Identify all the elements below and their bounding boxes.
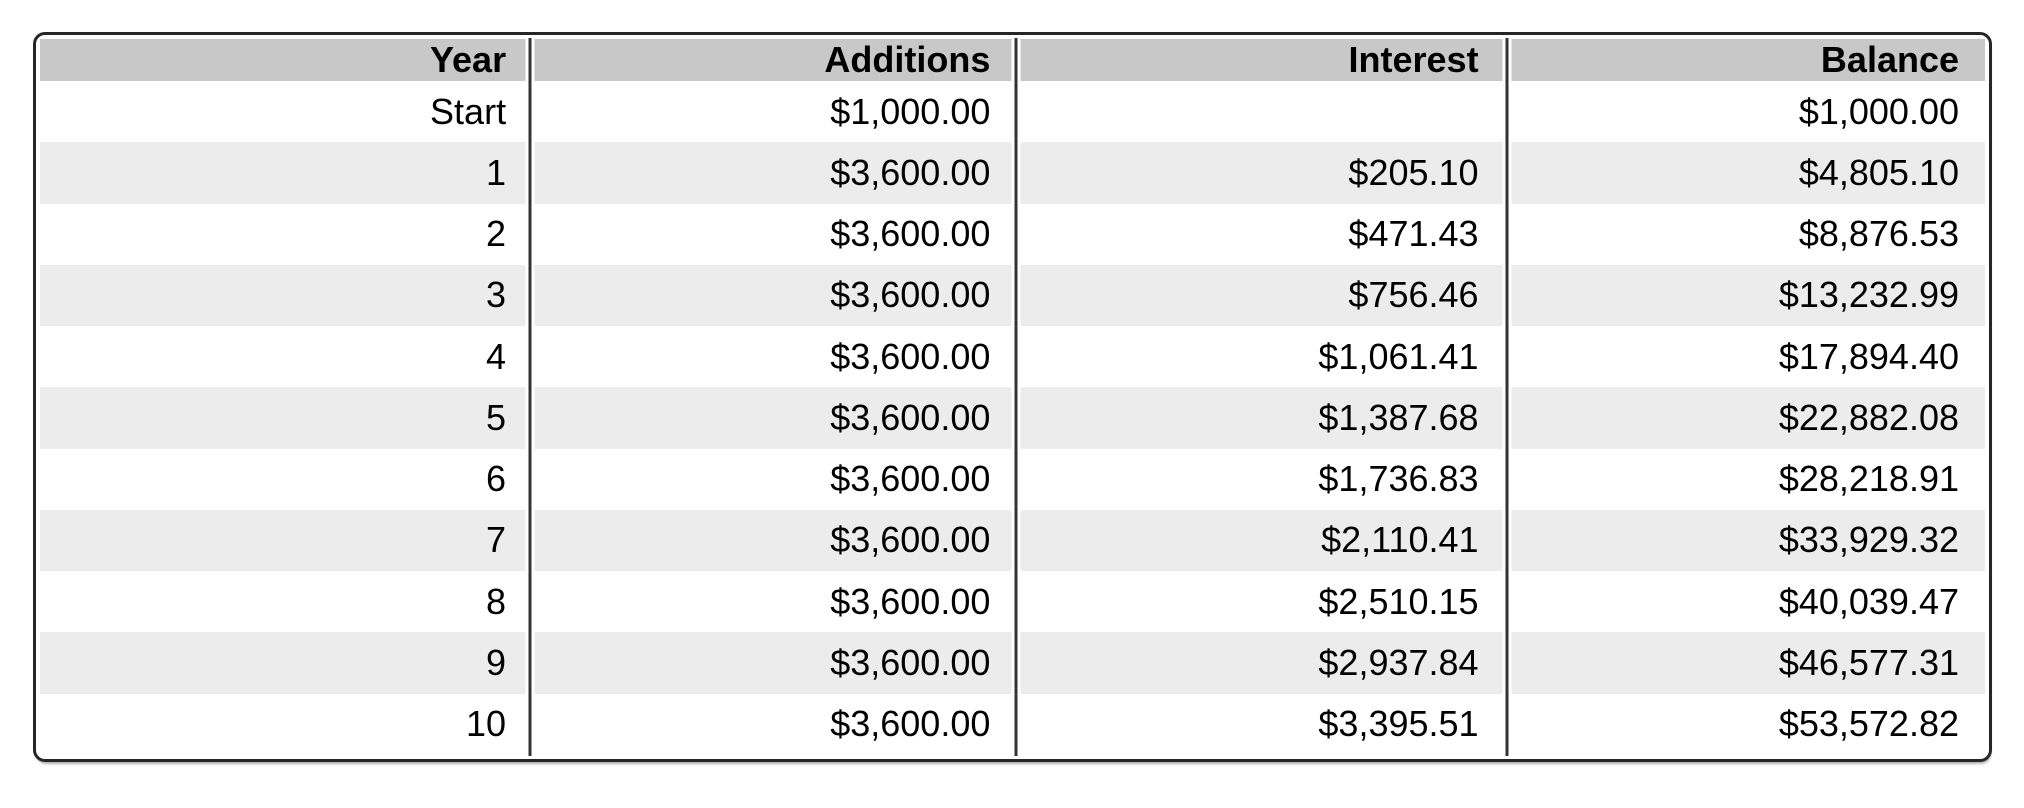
year-cell: 3 xyxy=(40,264,533,327)
table-row: Start $1,000.00 $1,000.00 xyxy=(40,81,1985,143)
interest-cell: $3,395.51 xyxy=(1016,693,1505,755)
year-cell: 8 xyxy=(40,571,533,633)
year-cell: 1 xyxy=(40,142,533,204)
interest-cell: $756.46 xyxy=(1016,264,1505,327)
additions-cell: $3,600.00 xyxy=(532,142,1017,204)
interest-cell: $205.10 xyxy=(1016,142,1505,204)
table-row: 7 $3,600.00 $2,110.41 $33,929.32 xyxy=(40,509,1985,572)
balance-cell: $13,232.99 xyxy=(1504,264,1985,327)
year-cell: 6 xyxy=(40,448,533,510)
col-header-additions: Additions xyxy=(532,39,1017,81)
header-row: Year Additions Interest Balance xyxy=(40,39,1985,81)
table-row: 2 $3,600.00 $471.43 $8,876.53 xyxy=(40,203,1985,265)
year-cell: 9 xyxy=(40,632,533,694)
additions-cell: $3,600.00 xyxy=(532,693,1017,755)
additions-cell: $1,000.00 xyxy=(532,81,1017,143)
balance-cell: $17,894.40 xyxy=(1504,326,1985,388)
table-row: 6 $3,600.00 $1,736.83 $28,218.91 xyxy=(40,448,1985,510)
balance-cell: $46,577.31 xyxy=(1504,632,1985,694)
results-table-frame: Year Additions Interest Balance Start $1,… xyxy=(33,32,1992,762)
table-row: 10 $3,600.00 $3,395.51 $53,572.82 xyxy=(40,693,1985,755)
additions-cell: $3,600.00 xyxy=(532,571,1017,633)
additions-cell: $3,600.00 xyxy=(532,632,1017,694)
balance-cell: $8,876.53 xyxy=(1504,203,1985,265)
interest-cell: $2,110.41 xyxy=(1016,509,1505,572)
interest-cell xyxy=(1016,81,1505,143)
interest-cell: $471.43 xyxy=(1016,203,1505,265)
table-body: Start $1,000.00 $1,000.00 1 $3,600.00 $205.10… xyxy=(40,81,1985,755)
balance-cell: $1,000.00 xyxy=(1504,81,1985,143)
balance-cell: $40,039.47 xyxy=(1504,571,1985,633)
additions-cell: $3,600.00 xyxy=(532,264,1017,327)
year-cell: 10 xyxy=(40,693,533,755)
interest-cell: $1,736.83 xyxy=(1016,448,1505,510)
table-row: 4 $3,600.00 $1,061.41 $17,894.40 xyxy=(40,326,1985,388)
col-header-balance: Balance xyxy=(1504,39,1985,81)
balance-cell: $22,882.08 xyxy=(1504,387,1985,449)
balance-cell: $33,929.32 xyxy=(1504,509,1985,572)
balance-cell: $28,218.91 xyxy=(1504,448,1985,510)
interest-cell: $2,937.84 xyxy=(1016,632,1505,694)
table-row: 9 $3,600.00 $2,937.84 $46,577.31 xyxy=(40,632,1985,694)
col-header-interest: Interest xyxy=(1016,39,1505,81)
additions-cell: $3,600.00 xyxy=(532,448,1017,510)
interest-cell: $1,387.68 xyxy=(1016,387,1505,449)
balance-cell: $53,572.82 xyxy=(1504,693,1985,755)
year-cell: 7 xyxy=(40,509,533,572)
year-cell: 4 xyxy=(40,326,533,388)
additions-cell: $3,600.00 xyxy=(532,203,1017,265)
table-row: 3 $3,600.00 $756.46 $13,232.99 xyxy=(40,264,1985,327)
table-row: 5 $3,600.00 $1,387.68 $22,882.08 xyxy=(40,387,1985,449)
additions-cell: $3,600.00 xyxy=(532,326,1017,388)
year-cell: 2 xyxy=(40,203,533,265)
additions-cell: $3,600.00 xyxy=(532,509,1017,572)
col-header-year: Year xyxy=(40,39,533,81)
year-cell: 5 xyxy=(40,387,533,449)
table-row: 8 $3,600.00 $2,510.15 $40,039.47 xyxy=(40,571,1985,633)
yearly-results-table: Year Additions Interest Balance Start $1,… xyxy=(40,39,1985,755)
interest-cell: $2,510.15 xyxy=(1016,571,1505,633)
balance-cell: $4,805.10 xyxy=(1504,142,1985,204)
year-cell: Start xyxy=(40,81,533,143)
interest-cell: $1,061.41 xyxy=(1016,326,1505,388)
additions-cell: $3,600.00 xyxy=(532,387,1017,449)
table-row: 1 $3,600.00 $205.10 $4,805.10 xyxy=(40,142,1985,204)
